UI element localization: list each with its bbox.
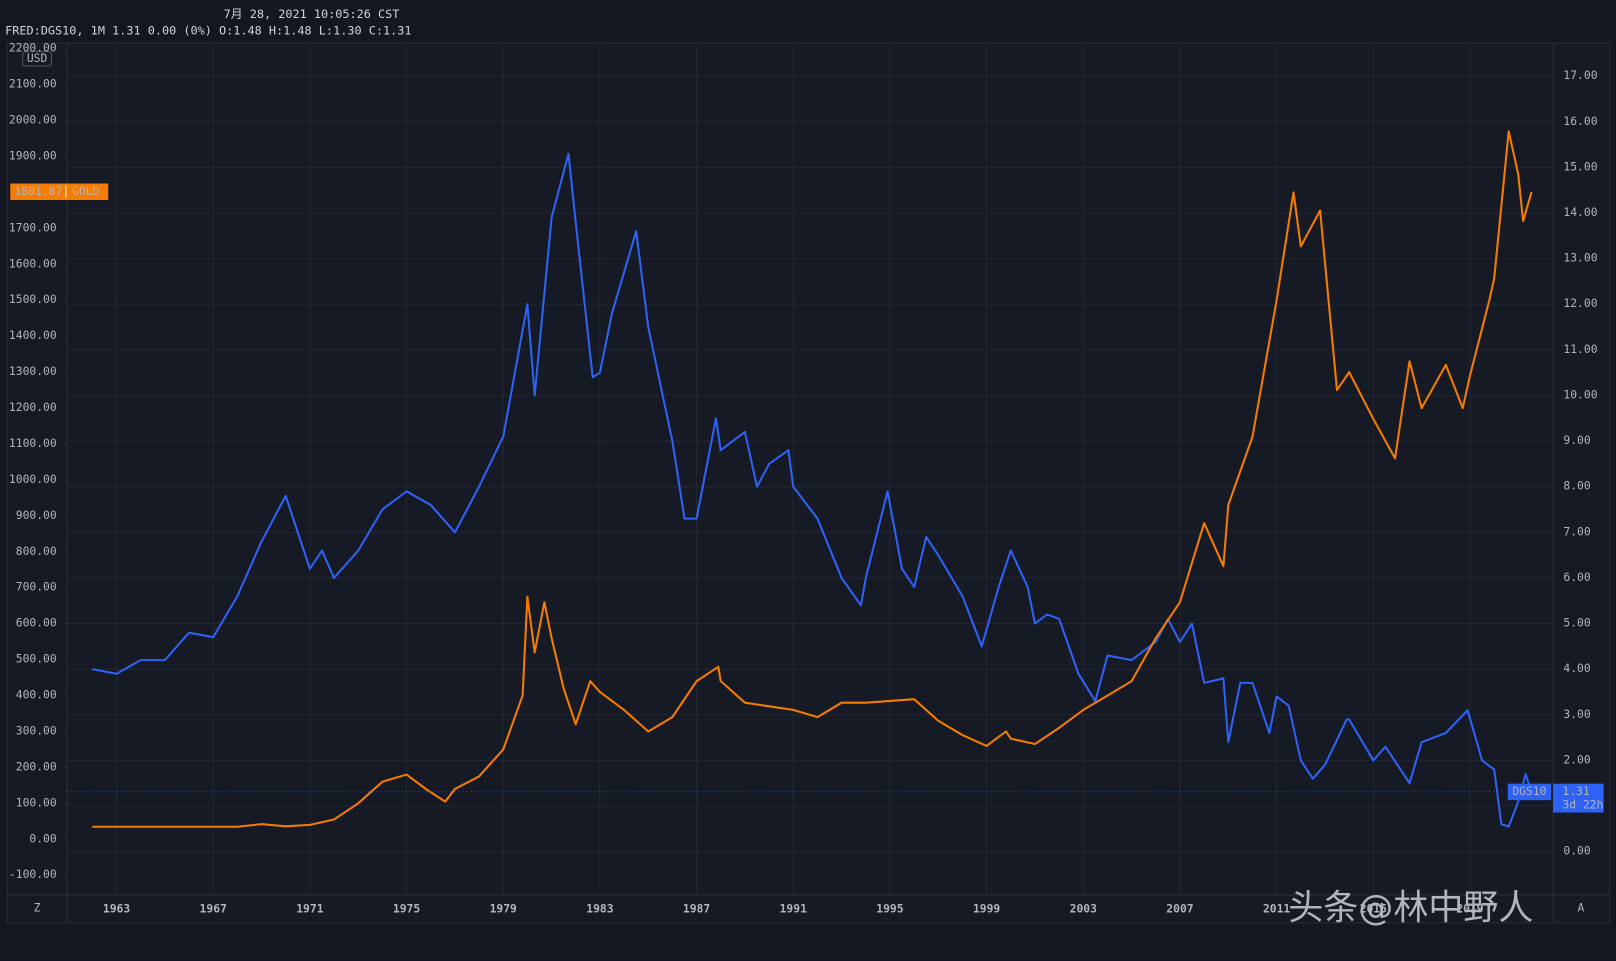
zoom-button[interactable]: Z [34,900,41,914]
x-tick-label: 1975 [393,901,420,915]
y2-tick-label: 15.00 [1563,159,1597,173]
y-tick-label: 2200.00 [9,41,57,55]
y-tick-label: 1500.00 [9,292,57,306]
x-tick-label: 2011 [1263,901,1290,915]
y-tick-label: 400.00 [16,688,57,702]
y-tick-label: 1700.00 [9,220,57,234]
y-tick-label: 500.00 [16,652,57,666]
y-tick-label: 1100.00 [9,436,57,450]
y-tick-label: 700.00 [16,580,57,594]
watermark: 头条@林中野人 [1288,887,1533,928]
y-tick-label: 1300.00 [9,364,57,378]
y-tick-label: 0.00 [29,831,56,845]
y-tick-label: 100.00 [16,795,57,809]
y-tick-label: 1400.00 [9,328,57,342]
y2-tick-label: 3.00 [1563,707,1590,721]
grid [66,43,1554,895]
y2-tick-label: 14.00 [1563,205,1597,219]
y2-tick-label: 5.00 [1563,616,1590,630]
y-tick-label: 1000.00 [9,472,57,486]
x-tick-label: 2003 [1070,901,1097,915]
y-tick-label: 1200.00 [9,400,57,414]
y2-tick-label: 11.00 [1563,342,1597,356]
price-tag [1553,783,1604,813]
x-tick-label: 2015 [1360,901,1387,915]
series-name-tag [1507,783,1552,801]
y2-tick-label: 10.00 [1563,387,1597,401]
y-tick-label: 900.00 [16,508,57,522]
series-line [92,130,1533,828]
auto-button[interactable]: A [1578,900,1585,914]
x-tick-label: 1991 [780,901,807,915]
y2-tick-label: 2.00 [1563,752,1590,766]
x-tick-label: 2019 [1456,901,1483,915]
y2-tick-label: 0.00 [1563,844,1590,858]
y2-tick-label: 9.00 [1563,433,1590,447]
y-tick-label: 800.00 [16,544,57,558]
x-tick-label: 1995 [876,901,903,915]
series-line [92,152,1533,828]
x-tick-label: 1999 [973,901,1000,915]
x-tick-label: 1971 [296,901,323,915]
y2-tick-label: 16.00 [1563,114,1597,128]
x-tick-label: 1967 [200,901,227,915]
y2-tick-label: 6.00 [1563,570,1590,584]
x-tick-label: 1963 [103,901,130,915]
y2-tick-label: 17.00 [1563,68,1597,82]
price-label: 1801.87 [14,184,62,198]
series-name: DGS10 [1512,784,1546,798]
x-tick-label: 1987 [683,901,710,915]
x-tick-label: 2007 [1166,901,1193,915]
x-tick-label: 1983 [586,901,613,915]
y-tick-label: 1900.00 [9,149,57,163]
chart-frame [6,42,1611,924]
legend-text: FRED:DGS10, 1M 1.31 0.00 (0%) O:1.48 H:1… [5,23,411,37]
unit-label: USD [27,51,48,65]
y2-tick-label: 12.00 [1563,296,1597,310]
y-tick-label: 2000.00 [9,113,57,127]
y-tick-label: 600.00 [16,616,57,630]
y-tick-label: 2100.00 [9,77,57,91]
unit-badge [22,51,53,67]
series-name: GOLD [72,184,99,198]
y2-tick-label: 4.00 [1563,661,1590,675]
y2-tick-label: 8.00 [1563,479,1590,493]
date-time: 7月 28, 2021 10:05:26 CST [224,7,400,21]
y-tick-label: 200.00 [16,759,57,773]
y-tick-label: -100.00 [9,867,57,881]
y-tick-label: 300.00 [16,723,57,737]
price-label: 1.31 [1562,784,1589,798]
countdown: 3d 22h [1562,797,1603,811]
x-tick-label: 1979 [490,901,517,915]
y2-tick-label: 13.00 [1563,251,1597,265]
y2-tick-label: 7.00 [1563,524,1590,538]
price-tag [10,183,109,201]
y-tick-label: 1600.00 [9,256,57,270]
